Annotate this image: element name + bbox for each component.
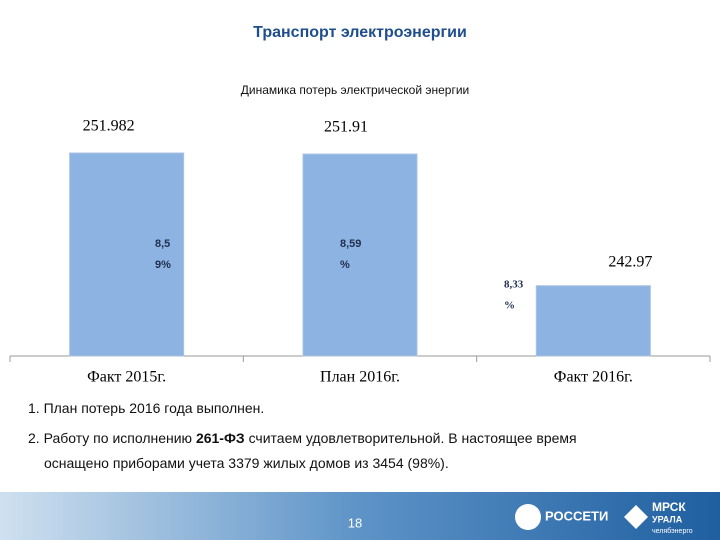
slide-title: Транспорт электроэнергии: [253, 24, 467, 41]
x-tick-label: Факт 2016г.: [554, 369, 633, 386]
percent-label: 8,5: [155, 238, 170, 250]
page-number: 18: [348, 515, 362, 530]
value-label: 251.982: [83, 118, 135, 135]
percent-label: 8,33: [504, 279, 524, 291]
logo-urala: УРАЛА: [652, 514, 683, 524]
logo-icon: [624, 505, 648, 529]
note: 1. План потерь 2016 года выполнен.: [28, 400, 264, 416]
logo-sub: челябэнерго: [652, 527, 693, 535]
note: оснащено приборами учета 3379 жилых домо…: [44, 455, 449, 471]
percent-label: 9%: [155, 259, 171, 271]
note: 2. Работу по исполнению 261-ФЗ считаем у…: [28, 430, 577, 446]
bar: [535, 285, 651, 357]
logo-icon: [515, 504, 541, 530]
logo-mrsk: МРСК: [652, 500, 686, 514]
logo-rosseti: РОССЕТИ: [545, 508, 608, 523]
note-text: считаем удовлетворительной. В настоящее …: [244, 430, 577, 446]
bar: [302, 153, 418, 357]
percent-label: %: [504, 300, 515, 312]
note-text: 261-ФЗ: [195, 430, 245, 446]
note-text: 2. Работу по исполнению: [28, 430, 196, 446]
note-text: 1. План потерь 2016 года выполнен.: [28, 400, 265, 416]
value-label: 242.97: [608, 253, 652, 270]
bar: [69, 152, 185, 357]
chart-title: Динамика потерь электрической энергии: [241, 83, 470, 97]
x-tick-label: Факт 2015г.: [87, 369, 166, 386]
percent-label: 8,59: [340, 238, 361, 250]
x-tick-label: План 2016г.: [320, 369, 400, 386]
value-label: 251.91: [324, 119, 368, 136]
note-text: оснащено приборами учета 3379 жилых домо…: [44, 455, 449, 471]
percent-label: %: [340, 259, 350, 271]
footer-band: [0, 492, 720, 540]
